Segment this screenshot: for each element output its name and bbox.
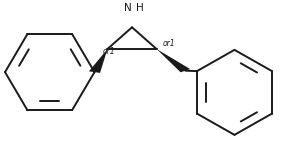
Text: N: N — [124, 3, 131, 13]
Text: or1: or1 — [103, 47, 116, 56]
Text: or1: or1 — [162, 39, 175, 48]
Polygon shape — [157, 49, 190, 72]
Text: H: H — [136, 3, 144, 13]
Polygon shape — [89, 49, 108, 73]
